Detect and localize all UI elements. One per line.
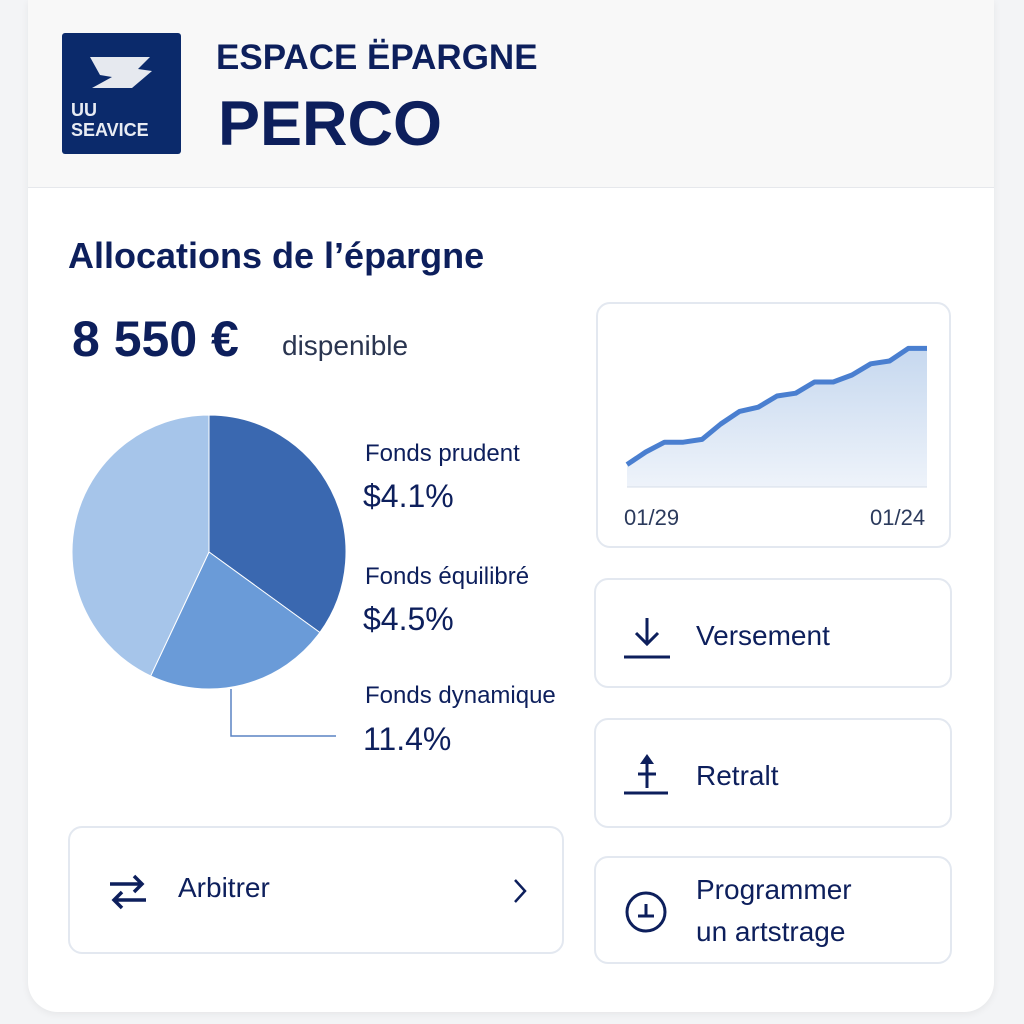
chevron-right-icon xyxy=(514,879,527,903)
clock-icon xyxy=(625,891,667,933)
allocation-pie-chart xyxy=(71,414,347,737)
withdraw-button[interactable]: Retralt xyxy=(594,718,952,828)
balance-amount: 8 550 € xyxy=(72,311,239,367)
header: UU SEAVICE ESPACE ËPARGNE PERCO xyxy=(28,0,994,188)
area-fill xyxy=(627,348,927,487)
x-tick-label: 01/29 xyxy=(624,505,680,530)
leader-line xyxy=(230,689,336,737)
schedule-label: un artstrage xyxy=(696,916,846,947)
logo-chevron-icon xyxy=(90,57,152,88)
legend-label: Fonds dynamique xyxy=(365,682,556,709)
main-card: UU SEAVICE ESPACE ËPARGNE PERCO Allocati… xyxy=(28,0,994,1012)
pie-slice-2 xyxy=(71,414,210,677)
deposit-label: Versement xyxy=(696,620,830,651)
logo-text: UU xyxy=(71,100,97,120)
upload-icon xyxy=(624,754,668,795)
x-tick-label: 01/24 xyxy=(870,505,926,530)
schedule-label: Programmer xyxy=(696,874,852,905)
header-subtitle: ESPACE ËPARGNE xyxy=(216,38,538,77)
legend-value: $4.1% xyxy=(363,478,454,514)
withdraw-label: Retralt xyxy=(696,760,779,791)
series-line xyxy=(625,345,927,467)
legend-value: $4.5% xyxy=(363,601,454,637)
legend-label: Fonds équilibré xyxy=(365,563,530,590)
arbitrate-label: Arbitrer xyxy=(178,872,270,903)
balance-label: dispenible xyxy=(282,330,409,361)
section-title: Allocations de l’épargne xyxy=(68,235,485,276)
history-area-chart xyxy=(625,345,927,488)
schedule-button[interactable]: Programmer un artstrage xyxy=(594,856,952,964)
swap-icon xyxy=(110,874,146,910)
deposit-button[interactable]: Versement xyxy=(594,578,952,688)
download-icon xyxy=(624,618,670,659)
page-title: PERCO xyxy=(218,89,443,159)
arbitrate-button[interactable]: Arbitrer xyxy=(68,826,564,954)
logo: UU SEAVICE xyxy=(62,33,181,154)
legend-value: 11.4% xyxy=(363,721,452,757)
history-chart-card xyxy=(596,302,951,548)
logo-text: SEAVICE xyxy=(71,120,149,140)
legend-label: Fonds prudent xyxy=(365,440,520,467)
pie-slice-0 xyxy=(208,414,347,634)
